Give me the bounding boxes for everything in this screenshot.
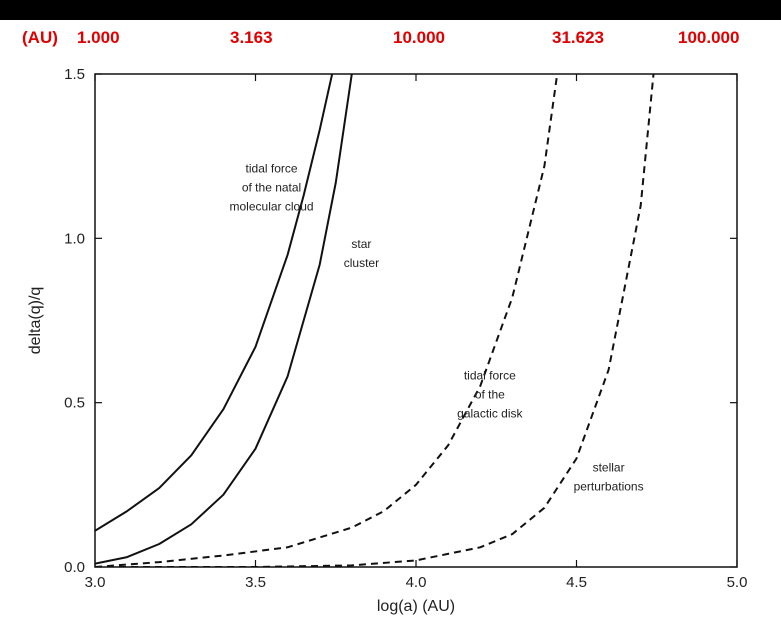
x-axis-title: log(a) (AU) — [377, 598, 455, 615]
series-line-4 — [95, 74, 655, 567]
x-tick-label: 3.5 — [245, 574, 266, 591]
x-tick-label: 4.5 — [566, 574, 587, 591]
x-tick-label: 5.0 — [727, 574, 748, 591]
series-line-1 — [95, 74, 334, 532]
top-axis-tick: 1.000 — [77, 28, 120, 47]
series-line-2 — [95, 74, 353, 565]
top-axis-unit: (AU) — [22, 28, 58, 47]
annotation-4: stellar perturbations — [574, 461, 644, 494]
y-tick-label: 1.5 — [64, 66, 85, 83]
y-tick-label: 0.5 — [64, 395, 85, 412]
top-axis-band: (AU) 1.000 3.163 10.000 31.623 100.000 — [0, 20, 781, 54]
plot-panel — [0, 54, 781, 629]
x-tick-label: 3.0 — [85, 574, 106, 591]
top-axis-tick: 3.163 — [230, 28, 273, 47]
x-tick-label: 4.0 — [406, 574, 427, 591]
top-axis-tick: 31.623 — [552, 28, 604, 47]
y-tick-label: 0.0 — [64, 559, 85, 576]
series-line-3 — [95, 74, 559, 567]
annotation-3: tidal force of the galactic disk — [457, 369, 523, 421]
annotation-1: tidal force of the natal molecular cloud — [230, 162, 314, 214]
top-axis-tick: 100.000 — [678, 28, 740, 47]
y-tick-label: 1.0 — [64, 230, 85, 247]
annotation-2: star cluster — [344, 237, 379, 270]
top-axis-tick: 10.000 — [393, 28, 445, 47]
y-axis-title: delta(q)/q — [27, 287, 44, 355]
